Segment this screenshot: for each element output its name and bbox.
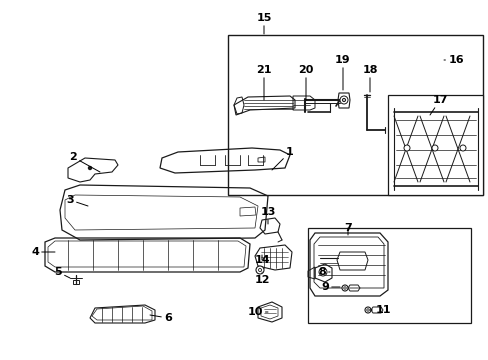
Text: 3: 3 [66, 195, 88, 206]
Circle shape [256, 266, 264, 274]
Text: 1: 1 [271, 147, 293, 170]
Text: 15: 15 [256, 13, 271, 34]
Circle shape [342, 99, 345, 102]
Circle shape [403, 145, 409, 151]
Circle shape [258, 269, 261, 271]
Circle shape [366, 309, 368, 311]
Circle shape [341, 285, 347, 291]
Bar [307, 228, 470, 323]
Text: 8: 8 [318, 267, 329, 277]
Text: 13: 13 [260, 207, 275, 224]
Text: 7: 7 [344, 223, 351, 235]
Circle shape [364, 307, 370, 313]
Bar [227, 35, 482, 195]
Circle shape [343, 287, 346, 289]
Text: 11: 11 [369, 305, 390, 315]
Text: 6: 6 [150, 313, 172, 323]
Bar [387, 95, 482, 195]
Text: 17: 17 [429, 95, 447, 115]
Text: 2: 2 [69, 152, 100, 172]
Text: 20: 20 [298, 65, 313, 100]
Text: 16: 16 [443, 55, 463, 65]
Circle shape [339, 96, 347, 104]
Text: 5: 5 [54, 267, 70, 278]
Circle shape [459, 145, 465, 151]
Text: 14: 14 [254, 255, 269, 265]
Text: 10: 10 [247, 307, 267, 317]
Text: 4: 4 [31, 247, 55, 257]
Text: 18: 18 [362, 65, 377, 92]
Circle shape [431, 145, 437, 151]
Circle shape [318, 268, 326, 276]
Text: 12: 12 [254, 272, 269, 285]
Circle shape [88, 166, 91, 170]
Text: 19: 19 [334, 55, 350, 90]
Text: 9: 9 [321, 282, 339, 292]
Text: 21: 21 [256, 65, 271, 100]
